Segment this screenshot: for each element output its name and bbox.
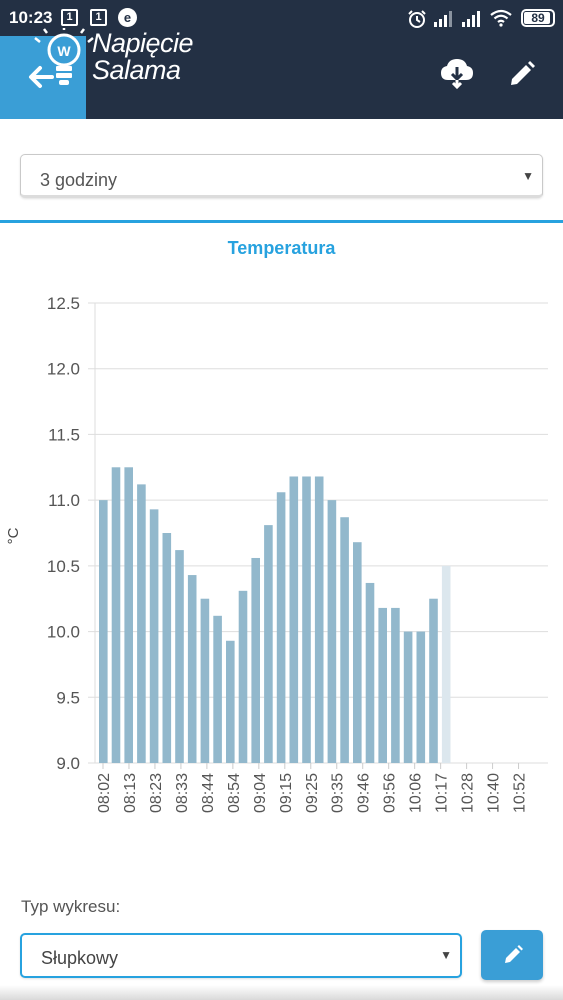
notification-icon: 1	[90, 9, 107, 26]
x-tick-label: 08:54	[226, 773, 243, 813]
bar[interactable]	[264, 525, 273, 763]
logo-line-1: Napięcie	[92, 28, 194, 58]
arrow-left-icon	[29, 66, 54, 88]
wifi-icon	[490, 9, 512, 27]
x-tick-label: 08:44	[200, 773, 217, 813]
battery-percent: 89	[531, 11, 545, 25]
x-tick-label: 10:52	[512, 773, 529, 813]
caret-down-icon: ▼	[522, 169, 534, 183]
bar[interactable]	[137, 484, 146, 763]
bar[interactable]	[200, 598, 210, 763]
status-bar: 10:23 1 1 e 89	[0, 0, 563, 36]
temperature-bar-chart: 12.5 12.0 11.5 11.0 10.5 10.0 9.5 9.0 08:02 08:1…	[5, 294, 548, 813]
bar[interactable]	[327, 500, 337, 763]
bar[interactable]	[378, 607, 387, 763]
x-tick-label: 08:23	[148, 773, 165, 813]
notification-icon: 1	[61, 9, 78, 26]
x-tick-label: 09:04	[252, 773, 269, 813]
logo-badge-letter: W	[57, 43, 71, 59]
edit-chart-type-button[interactable]	[481, 930, 543, 980]
bar[interactable]	[238, 590, 248, 763]
pencil-icon	[505, 945, 523, 963]
bar[interactable]	[403, 631, 413, 763]
x-tick-label: 10:40	[486, 773, 503, 813]
cloud-download-icon[interactable]	[440, 58, 474, 90]
app-notification-icon: e	[118, 8, 137, 27]
bar[interactable]	[365, 582, 375, 763]
bar[interactable]	[314, 476, 324, 763]
x-tick-label: 10:06	[408, 773, 425, 813]
pencil-icon[interactable]	[508, 60, 536, 88]
app-logo: W Napięcie Salama	[34, 28, 214, 92]
battery-icon: 89	[521, 9, 555, 27]
x-tick-label: 09:15	[278, 773, 295, 813]
y-tick-label: 11.0	[48, 491, 80, 510]
divider	[0, 220, 563, 223]
y-tick-label: 11.5	[48, 425, 80, 444]
chart-title: Temperatura	[227, 238, 336, 258]
y-tick-label: 10.5	[47, 557, 80, 576]
bar[interactable]	[111, 467, 121, 763]
bar[interactable]	[149, 509, 159, 763]
signal-icon	[434, 11, 452, 27]
bar[interactable]	[162, 533, 172, 763]
y-axis-label: °C	[5, 527, 22, 544]
y-tick-label: 9.0	[56, 754, 80, 773]
bar[interactable]	[429, 598, 438, 763]
y-tick-label: 9.5	[56, 688, 80, 707]
alarm-icon	[408, 10, 426, 28]
y-tick-label: 12.5	[47, 294, 80, 313]
x-tick-label: 08:13	[122, 773, 139, 813]
chart-type-select[interactable]: Słupkowy ▼	[20, 933, 462, 978]
chart-type-label: Typ wykresu:	[21, 897, 121, 916]
bar[interactable]	[213, 615, 222, 763]
x-tick-label: 09:35	[330, 773, 347, 813]
bar[interactable]	[124, 467, 133, 763]
bar[interactable]	[289, 476, 299, 763]
bottom-shade	[0, 985, 563, 1000]
y-tick-label: 12.0	[47, 360, 80, 379]
y-tick-label: 10.0	[47, 623, 80, 642]
bar[interactable]	[251, 557, 260, 763]
bar[interactable]	[175, 550, 184, 763]
x-tick-label: 08:33	[174, 773, 191, 813]
time-range-select[interactable]: 3 godziny ▼	[20, 154, 543, 198]
x-tick-label: 10:28	[460, 773, 477, 813]
signal-icon	[462, 11, 480, 27]
bar[interactable]	[226, 640, 235, 763]
bar[interactable]	[416, 631, 426, 763]
x-tick-label: 09:56	[382, 773, 399, 813]
x-tick-label: 09:46	[356, 773, 373, 813]
bar[interactable]	[441, 565, 451, 763]
lightbulb-logo-icon: W	[34, 28, 94, 85]
bar[interactable]	[302, 476, 311, 763]
caret-down-icon: ▼	[440, 948, 452, 962]
bar[interactable]	[340, 517, 349, 763]
status-time: 10:23	[9, 8, 53, 27]
x-tick-label: 08:02	[96, 773, 113, 813]
logo-line-2: Salama	[92, 55, 181, 85]
x-tick-label: 10:17	[434, 773, 451, 813]
bar[interactable]	[187, 575, 197, 763]
bar[interactable]	[99, 500, 108, 763]
logo-text: Napięcie Salama	[92, 28, 194, 85]
time-range-value: 3 godziny	[40, 170, 118, 190]
chart-type-value: Słupkowy	[41, 948, 119, 968]
bar[interactable]	[276, 492, 286, 763]
bar[interactable]	[353, 542, 362, 763]
x-tick-label: 09:25	[304, 773, 321, 813]
bar[interactable]	[391, 607, 400, 763]
